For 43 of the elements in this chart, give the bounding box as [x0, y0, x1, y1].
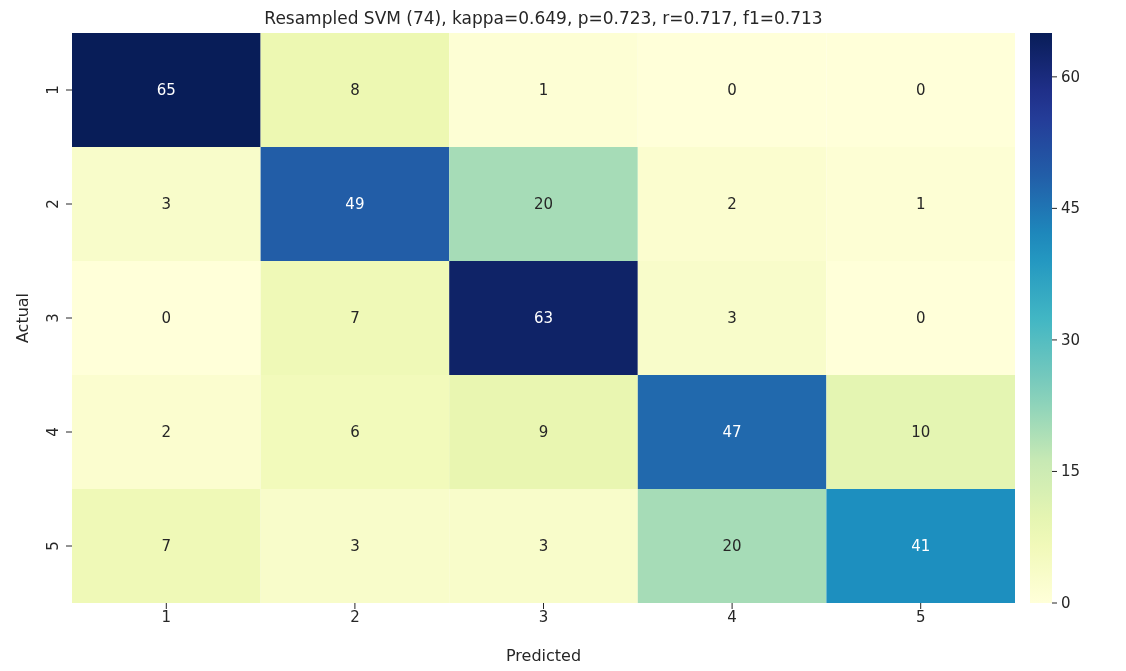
data-label: 7	[350, 309, 360, 327]
data-label: 20	[722, 537, 742, 555]
chart-title: Resampled SVM (74), kappa=0.649, p=0.723, r=0.717, f1=0.713	[263, 8, 824, 28]
x-axis-title: Predicted	[505, 646, 582, 665]
y-tick-label: 5	[44, 541, 62, 551]
data-label: 9	[538, 423, 549, 441]
color-bar-label: 30	[1061, 330, 1081, 349]
data-label: 2	[161, 423, 172, 441]
y-tick-label: 3	[44, 313, 62, 323]
data-label: 1	[538, 81, 549, 99]
color-bar-label: 45	[1061, 199, 1081, 218]
data-label: 3	[350, 537, 360, 555]
data-label: 65	[156, 81, 176, 99]
y-tick-label: 4	[44, 427, 62, 437]
data-label: 0	[161, 309, 172, 327]
data-label: 6	[350, 423, 360, 441]
y-tick-label: 1	[44, 85, 62, 95]
data-label: 7	[161, 537, 172, 555]
data-label: 8	[350, 81, 360, 99]
x-tick-label: 4	[727, 607, 737, 626]
y-axis-title: Actual	[12, 292, 32, 344]
y-tick-label: 2	[44, 199, 62, 209]
data-label: 49	[345, 195, 365, 213]
data-label: 0	[915, 81, 926, 99]
x-tick-label: 2	[350, 607, 360, 626]
data-label: 1	[915, 195, 926, 213]
data-label: 3	[161, 195, 172, 213]
data-label: 2	[727, 195, 737, 213]
x-tick-label: 1	[161, 607, 172, 626]
data-label: 0	[915, 309, 926, 327]
data-label: 41	[911, 537, 931, 555]
data-label: 0	[727, 81, 737, 99]
data-label: 47	[722, 423, 742, 441]
x-tick-label: 5	[915, 607, 926, 626]
color-bar-label: 0	[1061, 594, 1071, 612]
data-label: 3	[538, 537, 549, 555]
x-tick-label: 3	[538, 607, 549, 626]
data-label: 63	[533, 309, 554, 327]
data-label: 10	[911, 423, 931, 441]
data-label: 3	[727, 309, 737, 327]
color-bar-label: 15	[1061, 462, 1081, 481]
color-bar-label: 60	[1061, 67, 1081, 86]
data-label: 20	[533, 195, 554, 213]
